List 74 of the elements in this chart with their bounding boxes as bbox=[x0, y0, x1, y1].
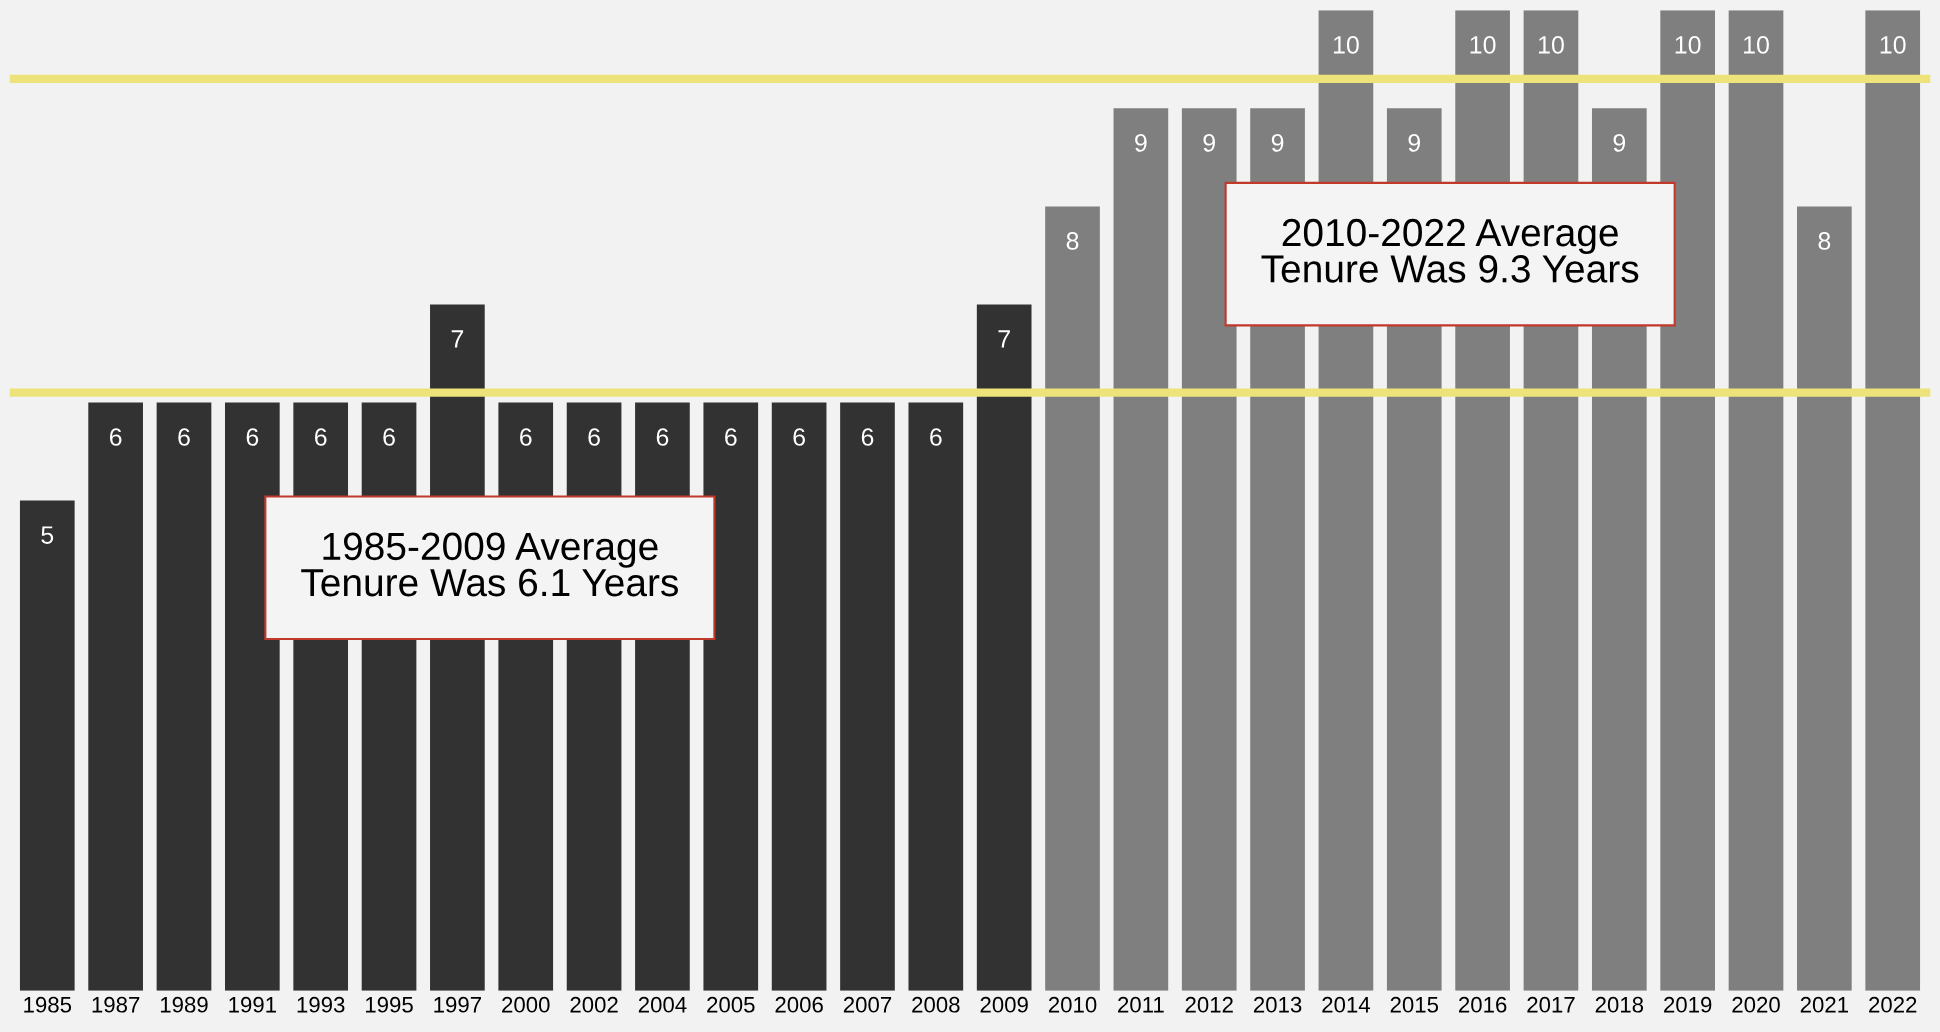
data-label: 9 bbox=[1271, 134, 1284, 152]
x-tick-label: 2004 bbox=[638, 996, 687, 1013]
data-label: 10 bbox=[1538, 35, 1564, 54]
x-tick-label: 1987 bbox=[92, 996, 140, 1013]
data-label: 8 bbox=[1066, 232, 1079, 250]
bar bbox=[1797, 206, 1852, 991]
bar bbox=[1660, 10, 1715, 991]
x-tick-label: 1991 bbox=[229, 996, 276, 1013]
x-tick-label: 2012 bbox=[1185, 996, 1233, 1013]
x-tick-label: 1985 bbox=[24, 996, 72, 1013]
x-tick-label: 2015 bbox=[1390, 996, 1439, 1013]
x-tick-label: 1989 bbox=[160, 996, 208, 1013]
bar bbox=[1045, 206, 1100, 991]
data-label: 6 bbox=[588, 428, 600, 446]
annotation: 2010-2022 Average Tenure Was 9.3 Years bbox=[1261, 218, 1639, 283]
x-tick-label: 2019 bbox=[1664, 996, 1712, 1013]
data-label: 7 bbox=[451, 330, 464, 348]
data-label: 8 bbox=[1818, 232, 1831, 250]
x-tick-label: 2011 bbox=[1118, 996, 1164, 1013]
data-label: 5 bbox=[41, 526, 54, 544]
data-label: 10 bbox=[1744, 35, 1769, 54]
bar bbox=[703, 402, 759, 991]
bar bbox=[1181, 108, 1237, 991]
bar bbox=[156, 402, 212, 991]
data-label: 9 bbox=[1408, 134, 1421, 152]
data-label: 6 bbox=[246, 428, 259, 446]
x-tick-label: 2022 bbox=[1869, 996, 1917, 1013]
data-label: 6 bbox=[315, 428, 327, 446]
x-tick-label: 2014 bbox=[1322, 996, 1370, 1013]
x-tick-label: 2013 bbox=[1253, 996, 1302, 1013]
x-tick-label: 2006 bbox=[775, 996, 823, 1013]
bar bbox=[771, 402, 827, 991]
data-label: 9 bbox=[1135, 134, 1147, 152]
bar bbox=[1728, 10, 1784, 991]
data-label: 6 bbox=[861, 428, 874, 446]
data-label: 6 bbox=[178, 428, 190, 446]
x-tick-label: 2002 bbox=[570, 996, 618, 1013]
data-label: 6 bbox=[793, 428, 805, 446]
data-label: 6 bbox=[656, 428, 669, 446]
data-label: 7 bbox=[998, 330, 1010, 348]
x-tick-label: 2016 bbox=[1459, 996, 1507, 1013]
bar bbox=[88, 402, 143, 991]
data-label: 6 bbox=[725, 428, 737, 446]
x-tick-label: 2009 bbox=[980, 996, 1028, 1013]
x-tick-label: 2017 bbox=[1527, 996, 1575, 1013]
x-tick-label: 2005 bbox=[707, 996, 755, 1013]
bar bbox=[19, 500, 75, 991]
x-tick-label: 2018 bbox=[1595, 996, 1644, 1013]
bar bbox=[908, 402, 964, 991]
data-label: 9 bbox=[1613, 134, 1626, 152]
annotation: 1985-2009 Average Tenure Was 6.1 Years bbox=[301, 532, 678, 597]
x-tick-label: 2007 bbox=[843, 996, 892, 1013]
data-label: 9 bbox=[1203, 134, 1215, 152]
x-tick-label: 1997 bbox=[434, 996, 481, 1013]
x-tick-label: 1993 bbox=[297, 996, 345, 1013]
bar bbox=[225, 402, 280, 991]
data-label: 10 bbox=[1470, 35, 1496, 54]
x-tick-label: 1995 bbox=[366, 996, 413, 1013]
x-tick-label: 2010 bbox=[1048, 996, 1097, 1013]
bar bbox=[1113, 108, 1169, 991]
data-label: 6 bbox=[383, 428, 395, 446]
data-label: 6 bbox=[520, 428, 532, 446]
x-tick-label: 2000 bbox=[502, 996, 550, 1013]
bar bbox=[1865, 10, 1921, 991]
x-tick-label: 2008 bbox=[912, 996, 960, 1013]
x-tick-label: 2021 bbox=[1800, 996, 1848, 1013]
data-label: 10 bbox=[1880, 35, 1906, 54]
data-label: 6 bbox=[930, 428, 942, 446]
data-label: 10 bbox=[1675, 35, 1701, 54]
data-label: 6 bbox=[109, 428, 122, 446]
x-tick-label: 2020 bbox=[1732, 996, 1780, 1013]
bar bbox=[976, 304, 1032, 991]
bar bbox=[840, 402, 895, 991]
data-label: 10 bbox=[1333, 35, 1359, 54]
